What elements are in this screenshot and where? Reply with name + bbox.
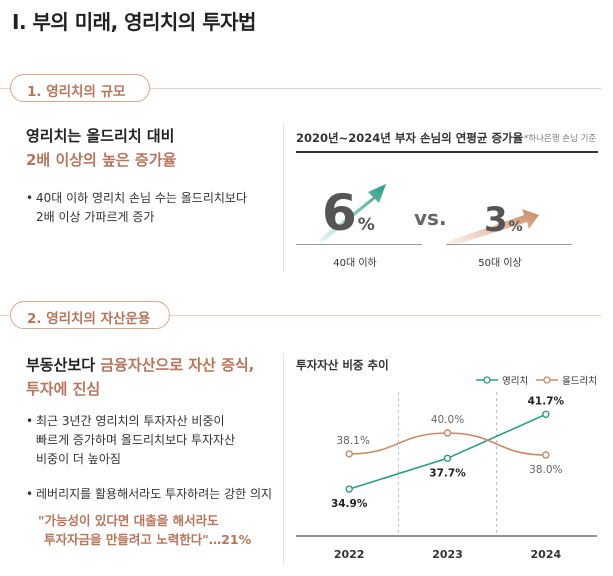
growth-label-young: 40대 이하 bbox=[333, 258, 377, 269]
section2-rule-left bbox=[0, 315, 10, 316]
growth-chart-rule bbox=[296, 151, 598, 153]
data-point-old bbox=[443, 429, 452, 437]
section2-heading-line1-part1: 부동산보다 bbox=[26, 356, 101, 374]
section2-bullet2: • 레버리지를 활용해서라도 투자하려는 강한 의지 bbox=[26, 485, 273, 504]
page-title: I. 부의 미래, 영리치의 투자법 bbox=[12, 10, 256, 34]
section1-bullet: • 40대 이하 영리치 손님 수는 올드리치보다 2배 이상 가파르게 증가 bbox=[26, 189, 247, 227]
section2-bullet1-line2: 빠르게 증가하며 올드리치보다 투자자산 bbox=[36, 433, 236, 447]
growth-label-old: 50대 이상 bbox=[478, 258, 522, 269]
bullet-dot: • bbox=[26, 487, 34, 501]
section2-divider bbox=[283, 353, 284, 565]
section1-divider bbox=[283, 124, 284, 272]
data-label-old: 38.1% bbox=[336, 435, 369, 447]
section1-bullet-line1: 40대 이하 영리치 손님 수는 올드리치보다 bbox=[36, 191, 247, 205]
section1-heading-line1: 영리치는 올드리치 대비 bbox=[26, 127, 175, 145]
legend-old-marker bbox=[536, 376, 558, 384]
line-chart-legend-young: 영리치 bbox=[476, 373, 528, 387]
section2-heading-line2: 투자에 진심 bbox=[26, 380, 101, 398]
section2-pill: 2. 영리치의 자산운용 bbox=[10, 301, 170, 329]
section2-heading-line1: 부동산보다 금융자산으로 자산 증식, bbox=[26, 353, 254, 377]
x-tick-label: 2024 bbox=[531, 548, 562, 561]
growth-value-young-unit: % bbox=[357, 215, 375, 235]
section2-heading-line1-part2: 금융자산으로 자산 증식, bbox=[100, 356, 255, 374]
section2-bullet1-line1: 최근 3년간 영리치의 투자자산 비중이 bbox=[36, 414, 225, 428]
data-label-young: 34.9% bbox=[331, 498, 368, 510]
growth-value-young: 6% bbox=[322, 184, 375, 242]
data-label-young: 37.7% bbox=[429, 467, 466, 479]
section2-quote: "가능성이 있다면 대출을 해서라도 투자자금을 만들려고 노력한다"…21% bbox=[38, 511, 251, 549]
bullet-dot: • bbox=[26, 414, 34, 428]
section1-rule-left bbox=[0, 88, 10, 89]
x-tick-label: 2022 bbox=[334, 548, 365, 561]
data-label-young: 41.7% bbox=[528, 395, 565, 407]
growth-value-young-number: 6 bbox=[322, 184, 357, 242]
section1-pill: 1. 영리치의 규모 bbox=[10, 74, 150, 102]
growth-value-old-number: 3 bbox=[484, 200, 508, 240]
section1-heading-line2: 2배 이상의 높은 증가율 bbox=[26, 151, 177, 169]
section2-bullet1: • 최근 3년간 영리치의 투자자산 비중이 빠르게 증가하며 올드리치보다 투… bbox=[26, 412, 236, 469]
legend-young-marker bbox=[476, 376, 498, 384]
data-point-young bbox=[542, 410, 550, 418]
section2-bullet2-line: 레버리지를 활용해서라도 투자하려는 강한 의지 bbox=[36, 487, 273, 501]
section1-rule bbox=[150, 88, 601, 89]
section2-quote-line1: "가능성이 있다면 대출을 해서라도 bbox=[38, 513, 219, 528]
section2-bullet1-line3: 비중이 더 높아짐 bbox=[36, 452, 121, 466]
data-point-young bbox=[345, 485, 353, 493]
growth-value-old-unit: % bbox=[508, 219, 523, 235]
line-chart-legend-old: 올드리치 bbox=[536, 373, 597, 387]
line-chart-title: 투자자산 비중 추이 bbox=[296, 358, 389, 372]
x-tick-label: 2023 bbox=[432, 548, 463, 561]
legend-young-label: 영리치 bbox=[502, 376, 529, 387]
data-label-old: 38.0% bbox=[529, 464, 562, 476]
growth-baseline-young bbox=[296, 244, 422, 245]
growth-baseline-old bbox=[446, 244, 572, 245]
growth-vs: vs. bbox=[414, 206, 447, 230]
legend-old-label: 올드리치 bbox=[562, 376, 597, 387]
data-label-old: 40.0% bbox=[431, 414, 464, 426]
section2-quote-line2: 투자자금을 만들려고 노력한다"…21% bbox=[44, 532, 252, 547]
section2-heading: 부동산보다 금융자산으로 자산 증식, 투자에 진심 bbox=[26, 353, 254, 401]
section2-rule bbox=[170, 315, 601, 316]
data-point-old bbox=[542, 451, 550, 459]
data-point-young bbox=[443, 454, 452, 462]
section1-heading: 영리치는 올드리치 대비 2배 이상의 높은 증가율 bbox=[26, 124, 176, 172]
growth-chart-note: *하나은행 손님 기준 bbox=[524, 134, 597, 144]
bullet-dot: • bbox=[26, 191, 34, 205]
growth-value-old: 3% bbox=[484, 200, 523, 240]
section1-bullet-line2: 2배 이상 가파르게 증가 bbox=[36, 210, 155, 224]
data-point-old bbox=[345, 450, 353, 458]
growth-chart-title: 2020년~2024년 부자 손님의 연평균 증가율 bbox=[296, 131, 524, 145]
